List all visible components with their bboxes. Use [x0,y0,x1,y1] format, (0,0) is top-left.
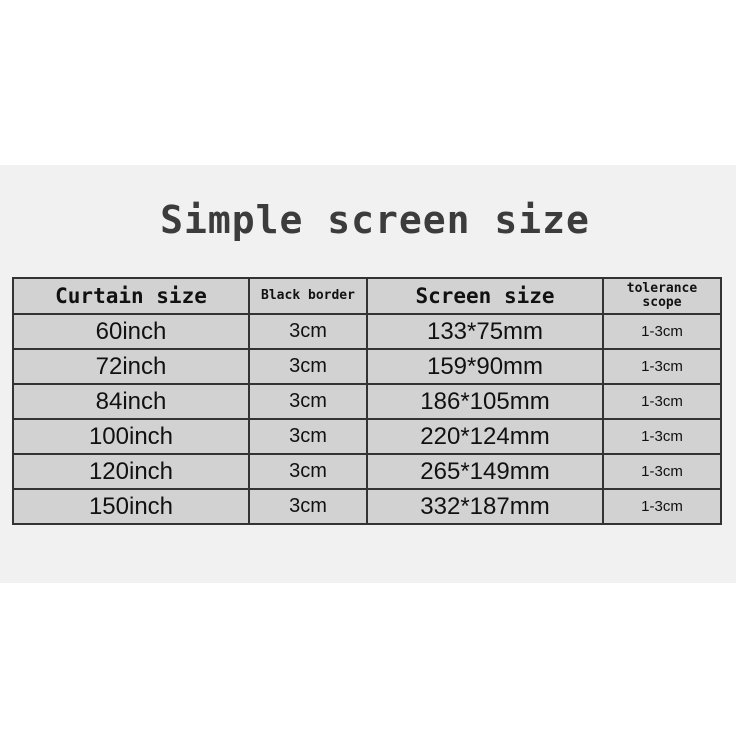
cell-tolerance: 1-3cm [602,348,722,385]
cell-curtain-size: 150inch [12,488,250,525]
cell-screen-size: 133*75mm [366,313,604,350]
cell-tolerance: 1-3cm [602,488,722,525]
table-row: 84inch 3cm 186*105mm 1-3cm [12,383,722,420]
cell-screen-size: 159*90mm [366,348,604,385]
cell-tolerance: 1-3cm [602,418,722,455]
cell-curtain-size: 72inch [12,348,250,385]
cell-black-border: 3cm [248,418,368,455]
table-row: 100inch 3cm 220*124mm 1-3cm [12,418,722,455]
cell-curtain-size: 120inch [12,453,250,490]
cell-curtain-size: 60inch [12,313,250,350]
header-black-border: Black border [248,277,368,315]
cell-tolerance: 1-3cm [602,383,722,420]
cell-black-border: 3cm [248,348,368,385]
cell-tolerance: 1-3cm [602,453,722,490]
cell-screen-size: 186*105mm [366,383,604,420]
table-row: 72inch 3cm 159*90mm 1-3cm [12,348,722,385]
cell-black-border: 3cm [248,313,368,350]
cell-black-border: 3cm [248,383,368,420]
cell-screen-size: 332*187mm [366,488,604,525]
size-table: Curtain size Black border Screen size to… [12,277,722,525]
cell-curtain-size: 100inch [12,418,250,455]
cell-screen-size: 220*124mm [366,418,604,455]
cell-black-border: 3cm [248,488,368,525]
cell-screen-size: 265*149mm [366,453,604,490]
table-row: 60inch 3cm 133*75mm 1-3cm [12,313,722,350]
cell-black-border: 3cm [248,453,368,490]
cell-curtain-size: 84inch [12,383,250,420]
header-screen-size: Screen size [366,277,604,315]
header-curtain-size: Curtain size [12,277,250,315]
header-tolerance-scope: tolerance scope [602,277,722,315]
table-header-row: Curtain size Black border Screen size to… [12,277,722,315]
table-row: 120inch 3cm 265*149mm 1-3cm [12,453,722,490]
page-title: Simple screen size [160,198,590,242]
cell-tolerance: 1-3cm [602,313,722,350]
table-row: 150inch 3cm 332*187mm 1-3cm [12,488,722,525]
